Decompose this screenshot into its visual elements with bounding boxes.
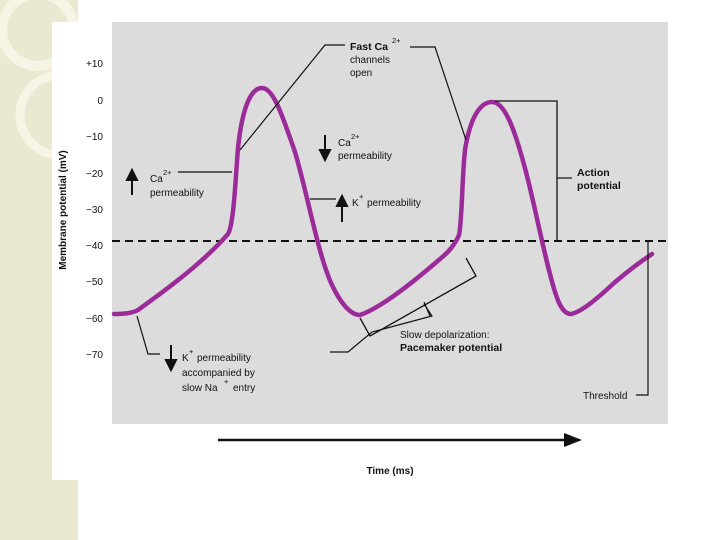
ca-permeability-decrease-label: Ca 2+ permeability <box>318 132 392 163</box>
slow-depolarization-leader <box>330 303 433 353</box>
ca-perm-down-superscript: 2+ <box>351 132 360 141</box>
k-perm-up-text: permeability <box>367 198 421 209</box>
up-arrow-icon <box>125 167 139 195</box>
y-tick-plus10: +10 <box>86 59 103 70</box>
k-permeability-decrease-label: K + permeability accompanied by slow Na … <box>164 345 255 394</box>
k-perm-up-letter: K <box>352 198 359 209</box>
y-tick-minus60: −60 <box>86 314 103 325</box>
k-perm-down-line2: accompanied by <box>182 368 255 379</box>
action-potential-line1: Action <box>577 167 610 179</box>
time-arrow-head-icon <box>564 433 582 447</box>
fast-ca-leader-right <box>410 46 467 141</box>
y-tick-minus20: −20 <box>86 169 103 180</box>
k-perm-down-line3-end: entry <box>233 383 255 394</box>
ca-perm-up-superscript: 2+ <box>163 168 172 177</box>
down-arrow-icon <box>164 345 178 373</box>
ca-perm-down-line1: Ca <box>338 138 351 149</box>
y-tick-0: 0 <box>97 96 103 107</box>
y-tick-minus40: −40 <box>86 241 103 252</box>
ca-permeability-increase-label: Ca 2+ permeability <box>125 167 204 199</box>
k-perm-down-letter: K <box>182 353 189 364</box>
action-potential-bracket <box>495 100 558 241</box>
slow-depolarization-line1: Slow depolarization: <box>400 330 490 341</box>
k-permeability-increase-label: K + permeability <box>335 192 421 222</box>
fast-ca-line3: open <box>350 68 372 79</box>
threshold-leader <box>636 241 649 396</box>
y-tick-minus30: −30 <box>86 205 103 216</box>
k-perm-down-line1: permeability <box>197 353 251 364</box>
y-axis-title: Membrane potential (mV) <box>58 150 69 269</box>
membrane-potential-curve <box>111 85 655 318</box>
fast-ca-channels-label: Fast Ca 2+ channels open <box>350 36 401 79</box>
y-tick-minus10: −10 <box>86 132 103 143</box>
slow-depolarization-bracket <box>359 257 477 337</box>
up-arrow-icon <box>335 193 349 222</box>
threshold-label: Threshold <box>583 391 627 402</box>
k-perm-up-superscript: + <box>359 192 364 201</box>
ca-perm-up-line1: Ca <box>150 174 163 185</box>
x-axis-title: Time (ms) <box>366 466 413 477</box>
fast-ca-line2: channels <box>350 55 390 66</box>
fast-ca-superscript: 2+ <box>392 36 401 45</box>
action-potential-line2: potential <box>577 180 621 192</box>
y-tick-minus70: −70 <box>86 350 103 361</box>
slow-depolarization-line2: Pacemaker potential <box>400 342 502 354</box>
k-perm-down-superscript: + <box>189 347 194 356</box>
plot-area <box>112 22 668 424</box>
ca-perm-down-line2: permeability <box>338 151 392 162</box>
k-perm-down-line3: slow Na <box>182 383 218 394</box>
fast-ca-line1: Fast Ca <box>350 41 388 53</box>
ca-perm-up-line2: permeability <box>150 188 204 199</box>
fast-ca-leader-left <box>239 44 345 151</box>
k-perm-down-na-superscript: + <box>224 377 229 386</box>
k-perm-down-leader <box>136 315 160 355</box>
down-arrow-icon <box>318 135 332 163</box>
y-tick-minus50: −50 <box>86 277 103 288</box>
